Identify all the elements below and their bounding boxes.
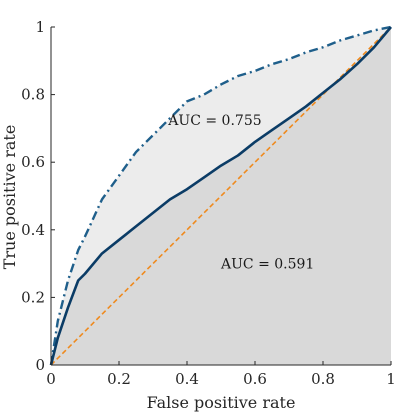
auc-annotation: AUC = 0.591 <box>220 257 314 273</box>
x-tick-label: 0.6 <box>243 370 267 388</box>
series-2-line <box>49 25 392 366</box>
ticks: 0 0.2 0.4 0.6 0.8 1 0 0.2 0.4 0.6 0.8 1 <box>21 18 396 388</box>
x-tick-label: 0.8 <box>311 370 335 388</box>
y-tick-label: 0.6 <box>21 153 45 171</box>
axes <box>50 27 391 366</box>
plot-fills <box>51 27 391 365</box>
x-tick-label: 0.2 <box>107 370 131 388</box>
x-axis-label: False positive rate <box>147 393 296 412</box>
y-tick-label: 1 <box>35 18 45 36</box>
annotations: AUC = 0.755 AUC = 0.591 <box>167 113 314 273</box>
y-tick-label: 0.4 <box>21 221 45 239</box>
y-axis-label: True positive rate <box>0 125 19 270</box>
y-tick-label: 0.2 <box>21 288 45 306</box>
series-1-line <box>49 26 392 366</box>
y-tick-label: 0 <box>35 356 45 374</box>
series-1-fill <box>51 27 391 365</box>
auc-annotation: AUC = 0.755 <box>167 113 261 129</box>
plot-lines <box>49 25 392 366</box>
x-tick-label: 0 <box>46 370 56 388</box>
y-tick-label: 0.8 <box>21 86 45 104</box>
x-tick-label: 1 <box>386 370 396 388</box>
x-tick-label: 0.4 <box>175 370 199 388</box>
